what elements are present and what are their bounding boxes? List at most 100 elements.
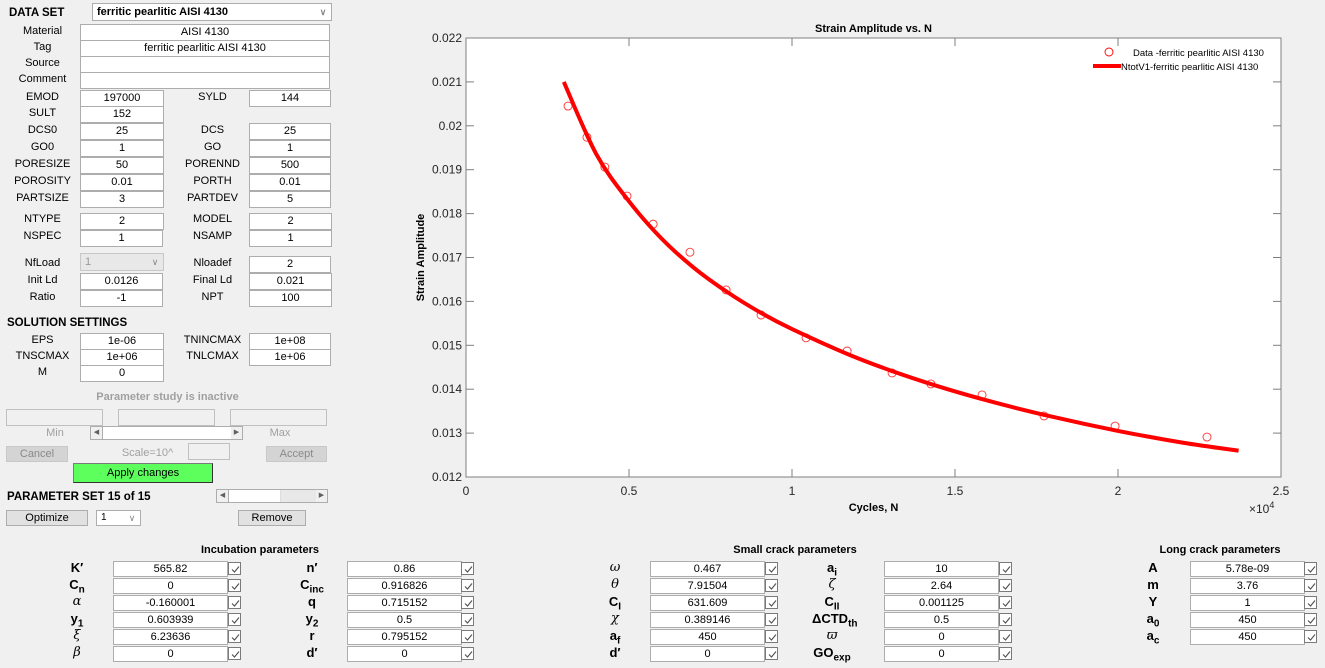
study-min-field[interactable] (118, 409, 215, 426)
scroll-right-icon[interactable]: ▶ (316, 490, 327, 502)
incubation-param-field[interactable]: 0 (113, 646, 228, 662)
small-crack-param-checkbox[interactable] (999, 613, 1012, 626)
small-crack-param-field[interactable]: 0.467 (650, 561, 765, 577)
cancel-button[interactable]: Cancel (6, 446, 68, 462)
npt-field[interactable]: 100 (249, 290, 332, 307)
slider-thumb[interactable] (102, 427, 233, 439)
incubation-param-checkbox[interactable] (228, 596, 241, 609)
incubation-param-field[interactable]: 0.795152 (347, 629, 462, 645)
incubation-param-checkbox[interactable] (228, 647, 241, 660)
material-field[interactable]: AISI 4130 (80, 24, 330, 41)
small-crack-param-field[interactable]: 0 (650, 646, 765, 662)
small-crack-param-field[interactable]: 7.91504 (650, 578, 765, 594)
incubation-param-checkbox[interactable] (461, 647, 474, 660)
long-crack-param-field[interactable]: 3.76 (1190, 578, 1305, 594)
nspec-field[interactable]: 1 (80, 230, 163, 247)
long-crack-param-field[interactable]: 1 (1190, 595, 1305, 611)
remove-button[interactable]: Remove (238, 510, 306, 526)
incubation-param-checkbox[interactable] (461, 579, 474, 592)
syld-field[interactable]: 144 (249, 90, 331, 107)
tnlcmax-field[interactable]: 1e+06 (249, 349, 331, 366)
nloadef-field[interactable]: 2 (249, 256, 331, 273)
incubation-param-checkbox[interactable] (461, 596, 474, 609)
small-crack-param-checkbox[interactable] (765, 562, 778, 575)
accept-button[interactable]: Accept (266, 446, 327, 462)
study-slider[interactable]: ◀ ▶ (90, 426, 243, 440)
dcs-field[interactable]: 25 (249, 123, 331, 140)
incubation-param-field[interactable]: 0.5 (347, 612, 462, 628)
tnincmax-field[interactable]: 1e+08 (249, 333, 331, 350)
study-max-field[interactable] (230, 409, 327, 426)
small-crack-param-checkbox[interactable] (765, 647, 778, 660)
incubation-param-checkbox[interactable] (228, 613, 241, 626)
small-crack-param-checkbox[interactable] (999, 630, 1012, 643)
long-crack-param-checkbox[interactable] (1304, 596, 1317, 609)
scrollbar-thumb[interactable] (228, 490, 281, 502)
long-crack-param-checkbox[interactable] (1304, 613, 1317, 626)
small-crack-param-checkbox[interactable] (999, 579, 1012, 592)
small-crack-param-checkbox[interactable] (765, 613, 778, 626)
comment-field[interactable] (80, 72, 330, 89)
incubation-param-field[interactable]: 0 (347, 646, 462, 662)
m-field[interactable]: 0 (80, 365, 164, 382)
incubation-param-checkbox[interactable] (461, 630, 474, 643)
small-crack-param-checkbox[interactable] (999, 562, 1012, 575)
porennd-field[interactable]: 500 (249, 157, 331, 174)
initld-field[interactable]: 0.0126 (80, 273, 163, 290)
incubation-param-field[interactable]: 0.916826 (347, 578, 462, 594)
small-crack-param-field[interactable]: 0.389146 (650, 612, 765, 628)
small-crack-param-field[interactable]: 450 (650, 629, 765, 645)
tnscmax-field[interactable]: 1e+06 (80, 349, 164, 366)
incubation-param-field[interactable]: 0.603939 (113, 612, 228, 628)
small-crack-param-field[interactable]: 0.001125 (884, 595, 999, 611)
sult-field[interactable]: 152 (80, 106, 164, 123)
incubation-param-field[interactable]: 6.23636 (113, 629, 228, 645)
long-crack-param-checkbox[interactable] (1304, 579, 1317, 592)
optimize-button[interactable]: Optimize (6, 510, 88, 526)
emod-field[interactable]: 197000 (80, 90, 164, 107)
nsamp-field[interactable]: 1 (249, 230, 332, 247)
poresize-field[interactable]: 50 (80, 157, 164, 174)
long-crack-param-checkbox[interactable] (1304, 562, 1317, 575)
small-crack-param-field[interactable]: 0.5 (884, 612, 999, 628)
small-crack-param-field[interactable]: 0 (884, 646, 999, 662)
incubation-param-checkbox[interactable] (228, 562, 241, 575)
incubation-param-field[interactable]: 0.715152 (347, 595, 462, 611)
go-field[interactable]: 1 (249, 140, 331, 157)
long-crack-param-field[interactable]: 5.78e-09 (1190, 561, 1305, 577)
dataset-dropdown[interactable]: ferritic pearlitic AISI 4130 ∨ (92, 3, 332, 21)
parameter-set-scrollbar[interactable]: ◀ ▶ (216, 489, 328, 503)
small-crack-param-checkbox[interactable] (999, 647, 1012, 660)
optimize-dropdown[interactable]: 1 ∨ (96, 510, 141, 526)
small-crack-param-checkbox[interactable] (765, 630, 778, 643)
finalld-field[interactable]: 0.021 (249, 273, 332, 290)
long-crack-param-field[interactable]: 450 (1190, 629, 1305, 645)
tag-field[interactable]: ferritic pearlitic AISI 4130 (80, 40, 330, 57)
eps-field[interactable]: 1e-06 (80, 333, 164, 350)
partsize-field[interactable]: 3 (80, 191, 164, 208)
small-crack-param-checkbox[interactable] (999, 596, 1012, 609)
partdev-field[interactable]: 5 (249, 191, 331, 208)
small-crack-param-field[interactable]: 10 (884, 561, 999, 577)
long-crack-param-checkbox[interactable] (1304, 630, 1317, 643)
dcs0-field[interactable]: 25 (80, 123, 164, 140)
ratio-field[interactable]: -1 (80, 290, 163, 307)
scroll-right-icon[interactable]: ▶ (231, 427, 242, 439)
incubation-param-checkbox[interactable] (228, 630, 241, 643)
model-field[interactable]: 2 (249, 213, 332, 230)
source-field[interactable] (80, 56, 330, 73)
incubation-param-checkbox[interactable] (461, 613, 474, 626)
porosity-field[interactable]: 0.01 (80, 174, 164, 191)
go0-field[interactable]: 1 (80, 140, 164, 157)
small-crack-param-field[interactable]: 2.64 (884, 578, 999, 594)
incubation-param-field[interactable]: 565.82 (113, 561, 228, 577)
incubation-param-checkbox[interactable] (228, 579, 241, 592)
scale-field[interactable] (188, 443, 230, 460)
ntype-field[interactable]: 2 (80, 213, 164, 230)
incubation-param-field[interactable]: 0 (113, 578, 228, 594)
nfload-dropdown[interactable]: 1 ∨ (80, 253, 164, 271)
porth-field[interactable]: 0.01 (249, 174, 331, 191)
incubation-param-field[interactable]: -0.160001 (113, 595, 228, 611)
small-crack-param-checkbox[interactable] (765, 596, 778, 609)
small-crack-param-checkbox[interactable] (765, 579, 778, 592)
